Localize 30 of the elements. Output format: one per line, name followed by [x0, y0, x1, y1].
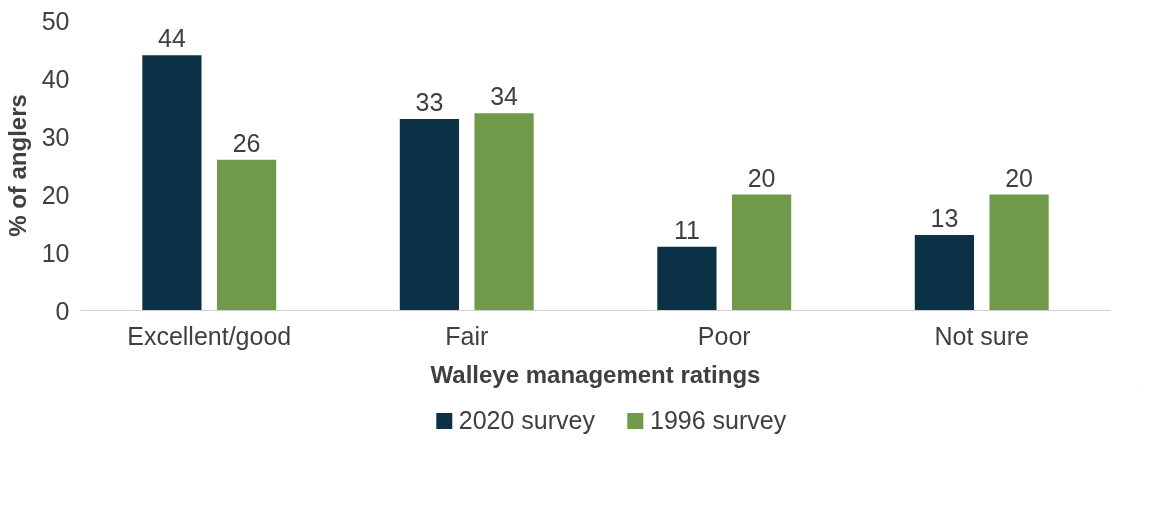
data-label: 20 — [747, 163, 776, 192]
data-label: 44 — [158, 24, 186, 53]
y-tick-label: 0 — [55, 296, 70, 325]
y-tick-label: 50 — [41, 6, 70, 35]
y-tick-label: 30 — [41, 122, 70, 151]
data-label: 20 — [1005, 163, 1033, 192]
legend-label: 2020 survey — [458, 405, 595, 435]
x-tick-label: Fair — [445, 321, 489, 350]
x-tick-label: Excellent/good — [127, 321, 292, 350]
bar — [474, 113, 534, 311]
legend-label: 1996 survey — [650, 405, 787, 435]
bar — [216, 159, 277, 311]
y-tick-label: 10 — [41, 238, 70, 267]
bar — [914, 235, 975, 311]
bar — [989, 194, 1049, 311]
bar — [657, 246, 717, 311]
y-tick-label: 20 — [41, 180, 70, 209]
data-label: 26 — [232, 128, 261, 157]
x-tick-label: Not sure — [934, 321, 1029, 350]
y-axis-title: % of anglers — [3, 94, 31, 237]
bar — [731, 194, 792, 311]
bar — [142, 55, 202, 311]
x-tick-label: Poor — [697, 321, 751, 350]
y-tick-label: 40 — [41, 64, 70, 93]
data-label: 11 — [673, 215, 700, 244]
bar — [399, 119, 460, 311]
data-label: 34 — [490, 82, 519, 111]
data-label: 13 — [930, 204, 959, 233]
data-label: 33 — [415, 88, 444, 117]
x-axis-title: Walleye management ratings — [430, 360, 761, 388]
